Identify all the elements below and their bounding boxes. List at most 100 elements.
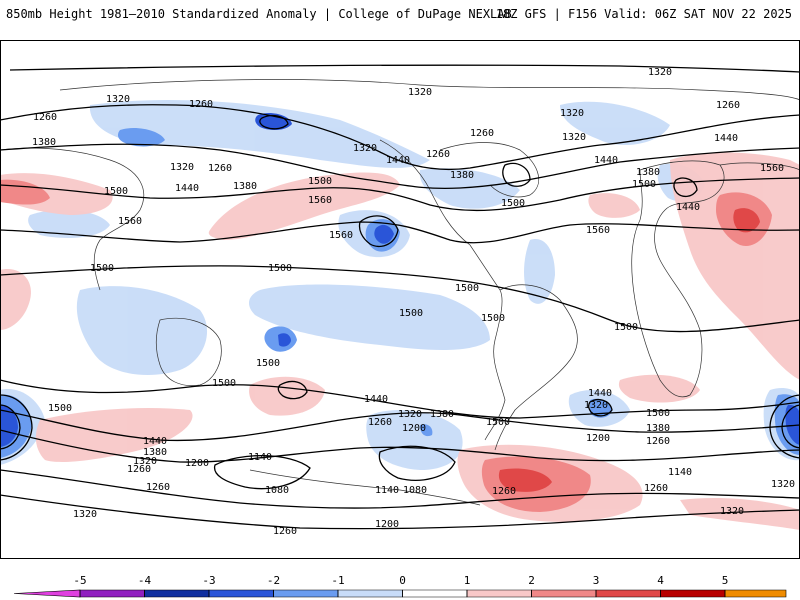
contour-label: 1320 <box>353 143 377 154</box>
contour-label: 1440 <box>676 202 700 213</box>
contour-label: 1320 <box>771 479 795 490</box>
colorbar-tick-label: -3 <box>202 574 215 587</box>
contour-label: 1260 <box>208 163 232 174</box>
contour-label: 1500 <box>646 408 670 419</box>
contour-label: 1320 <box>720 506 744 517</box>
contour-label: 1260 <box>646 436 670 447</box>
colorbar-tick-label: 3 <box>593 574 600 587</box>
contour-label: 1260 <box>127 464 151 475</box>
contour-label: 1320 <box>584 400 608 411</box>
contour-label: 1380 <box>32 137 56 148</box>
colorbar-tick-label: -5 <box>73 574 86 587</box>
colorbar-segment <box>466 589 532 598</box>
contour-label: 1200 <box>375 519 399 530</box>
contour-label: 1380 <box>143 447 167 458</box>
colorbar-segment <box>79 589 145 598</box>
contour-label: 1380 <box>233 181 257 192</box>
contour-label: 1260 <box>492 486 516 497</box>
colorbar-segment <box>273 589 339 598</box>
contour-label: 1500 <box>90 263 114 274</box>
contour-label: 1500 <box>48 403 72 414</box>
contour-label: 1260 <box>146 482 170 493</box>
contour-label: 1260 <box>368 417 392 428</box>
contour-label: 1080 <box>403 485 427 496</box>
contour-label: 1500 <box>455 283 479 294</box>
contour-label: 1440 <box>364 394 388 405</box>
colorbar-segment <box>144 589 210 598</box>
contour-label: 1380 <box>450 170 474 181</box>
contour-label: 1320 <box>560 108 584 119</box>
contour-label: 1260 <box>189 99 213 110</box>
contour-label: 1320 <box>170 162 194 173</box>
contour-label: 1500 <box>632 179 656 190</box>
contour-label: 1260 <box>33 112 57 123</box>
contour-label: 1140 <box>248 452 272 463</box>
contour-label: 1260 <box>644 483 668 494</box>
contour-label: 1440 <box>143 436 167 447</box>
colorbar-tick-label: 1 <box>464 574 471 587</box>
contour-label: 1260 <box>716 100 740 111</box>
contour-label: 1140 <box>375 485 399 496</box>
contour-label: 1440 <box>714 133 738 144</box>
strong-positive-anomaly-shading <box>0 179 772 512</box>
contour-label: 1320 <box>562 132 586 143</box>
colorbar-tick-label: -2 <box>267 574 280 587</box>
contour-label: 1560 <box>329 230 353 241</box>
contour-label: 1500 <box>104 186 128 197</box>
contour-label: 1500 <box>614 322 638 333</box>
contour-label: 1500 <box>212 378 236 389</box>
colorbar-segment <box>402 589 468 598</box>
colorbar-tick-label: -1 <box>331 574 344 587</box>
contour-label: 1320 <box>648 67 672 78</box>
contour-label: 1500 <box>501 198 525 209</box>
contour-label: 1320 <box>106 94 130 105</box>
contour-label: 1260 <box>273 526 297 537</box>
contour-label: 1320 <box>133 456 157 467</box>
contour-label: 1200 <box>586 433 610 444</box>
contour-label: 1500 <box>399 308 423 319</box>
contour-label: 1380 <box>646 423 670 434</box>
contour-label: 1200 <box>185 458 209 469</box>
contour-label: 1500 <box>268 263 292 274</box>
contour-label: 1260 <box>426 149 450 160</box>
contour-label: 1320 <box>398 409 422 420</box>
contour-label: 1320 <box>73 509 97 520</box>
colorbar-segment <box>208 589 274 598</box>
colorbar-ticks: -5 -4 -3 -2 -1 0 1 2 3 4 5 <box>73 574 728 597</box>
header: 850mb Height 1981–2010 Standardized Anom… <box>0 0 800 30</box>
contour-label: 1560 <box>308 195 332 206</box>
colorbar-segment <box>724 589 787 598</box>
coastlines <box>0 79 800 506</box>
colorbar-tick-label: 4 <box>657 574 664 587</box>
contour-label: 1200 <box>402 423 426 434</box>
contour-label: 1500 <box>308 176 332 187</box>
contour-label: 1260 <box>470 128 494 139</box>
height-contours <box>0 64 800 530</box>
colorbar-segment <box>531 589 597 598</box>
contour-label: 1500 <box>481 313 505 324</box>
colorbar-segment <box>595 589 661 598</box>
contour-label: 1140 <box>668 467 692 478</box>
colorbar-segment <box>337 589 403 598</box>
colorbar-tick-label: -4 <box>138 574 152 587</box>
contour-label: 1320 <box>408 87 432 98</box>
colorbar-segment <box>660 589 726 598</box>
contour-label: 1560 <box>118 216 142 227</box>
colorbar-segments <box>13 589 787 598</box>
contour-label: 1380 <box>636 167 660 178</box>
map-title: 850mb Height 1981–2010 Standardized Anom… <box>6 7 512 21</box>
contour-label: 1560 <box>586 225 610 236</box>
run-info: 18Z GFS | F156 Valid: 06Z SAT NOV 22 202… <box>495 7 792 21</box>
contour-label: 1380 <box>430 409 454 420</box>
colorbar-tick-label: 5 <box>722 574 729 587</box>
colorbar-tick-label: 2 <box>528 574 535 587</box>
colorbar-segment <box>13 589 81 598</box>
contour-label: 1500 <box>256 358 280 369</box>
contour-label: 1440 <box>588 388 612 399</box>
colorbar: -5 -4 -3 -2 -1 0 1 2 3 4 5 <box>13 574 787 598</box>
contour-label: 1560 <box>760 163 784 174</box>
contour-label: 1440 <box>175 183 199 194</box>
contour-label: 1500 <box>486 417 510 428</box>
